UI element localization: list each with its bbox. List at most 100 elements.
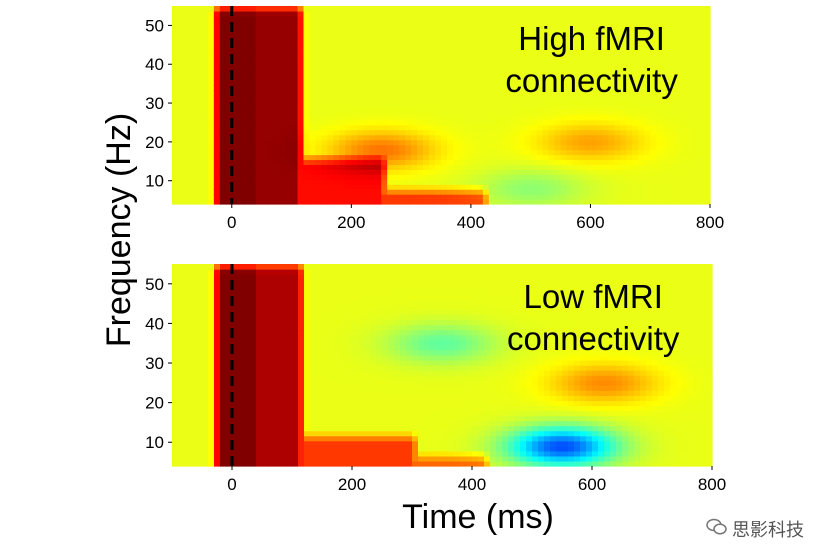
heatmap-cell — [464, 100, 472, 106]
heatmap-cell — [692, 85, 699, 91]
heatmap-cell — [417, 169, 424, 175]
heatmap-cell — [650, 100, 657, 106]
heatmap-cell — [662, 139, 669, 146]
heatmap-cell — [297, 134, 305, 141]
heatmap-cell — [680, 105, 687, 111]
heatmap-cell — [399, 95, 406, 101]
heatmap-cell — [256, 380, 263, 386]
heatmap-cell — [393, 35, 400, 42]
heatmap-cell — [298, 450, 305, 457]
heatmap-cell — [172, 365, 179, 371]
heatmap-cell — [273, 90, 281, 96]
heatmap-cell — [315, 109, 323, 116]
heatmap-cell — [238, 405, 245, 412]
heatmap-cell — [446, 40, 454, 47]
heatmap-cell — [411, 30, 418, 37]
heatmap-cell — [446, 15, 454, 22]
heatmap-cell — [172, 149, 179, 156]
heatmap-cell — [351, 199, 358, 205]
heatmap-cell — [626, 85, 633, 91]
heatmap-cell — [542, 80, 550, 86]
heatmap-cell — [572, 95, 580, 101]
heatmap-cell — [273, 144, 281, 151]
heatmap-cell — [346, 455, 353, 462]
heatmap-cell — [620, 179, 627, 185]
heatmap-cell — [632, 114, 639, 121]
heatmap-cell — [184, 274, 191, 280]
heatmap-cell — [358, 400, 365, 406]
heatmap-cell — [524, 95, 532, 101]
heatmap-cell — [644, 194, 651, 200]
heatmap-cell — [632, 134, 639, 141]
heatmap-cell — [680, 134, 687, 141]
heatmap-cell — [446, 25, 454, 32]
heatmap-cell — [482, 70, 490, 76]
heatmap-cell — [351, 184, 358, 190]
heatmap-cell — [172, 159, 179, 165]
heatmap-cell — [704, 50, 711, 57]
heatmap-cell — [183, 179, 191, 185]
heatmap-cell — [351, 45, 358, 52]
heatmap-cell — [417, 20, 424, 27]
heatmap-cell — [256, 405, 263, 412]
heatmap-cell — [213, 100, 221, 106]
heatmap-cell — [315, 45, 323, 52]
heatmap-cell — [698, 159, 705, 165]
heatmap-cell — [578, 109, 586, 116]
heatmap-cell — [328, 435, 335, 442]
heatmap-cell — [632, 100, 639, 106]
heatmap-cell — [262, 359, 269, 366]
heatmap-cell — [303, 144, 311, 151]
heatmap-cell — [297, 179, 305, 185]
heatmap-cell — [470, 189, 478, 195]
heatmap-cell — [268, 309, 275, 316]
heatmap-cell — [572, 70, 580, 76]
heatmap-cell — [548, 20, 556, 27]
heatmap-cell — [213, 199, 221, 205]
heatmap-cell — [304, 400, 311, 406]
heatmap-cell — [345, 50, 352, 57]
heatmap-cell — [207, 75, 215, 81]
heatmap-cell — [315, 20, 323, 27]
heatmap-cell — [357, 159, 364, 165]
heatmap-cell — [303, 25, 311, 32]
heatmap-cell — [346, 309, 353, 316]
heatmap-cell — [262, 349, 269, 356]
heatmap-cell — [405, 105, 412, 111]
heatmap-cell — [267, 6, 275, 12]
heatmap-cell — [238, 269, 245, 275]
heatmap-cell — [292, 299, 299, 305]
heatmap-cell — [292, 445, 299, 452]
heatmap-cell — [435, 109, 442, 116]
heatmap-cell — [249, 10, 257, 17]
heatmap-cell — [506, 90, 514, 96]
heatmap-cell — [183, 60, 191, 66]
heatmap-cell — [219, 75, 227, 81]
heatmap-cell — [369, 70, 376, 76]
heatmap-cell — [298, 410, 305, 417]
heatmap-cell — [518, 179, 526, 185]
heatmap-cell — [674, 75, 681, 81]
heatmap-cell — [292, 455, 299, 462]
heatmap-cell — [524, 60, 532, 66]
heatmap-cell — [172, 184, 179, 190]
heatmap-cell — [446, 179, 454, 185]
heatmap-cell — [262, 425, 269, 432]
heatmap-cell — [399, 100, 406, 106]
heatmap-cell — [226, 460, 233, 467]
heatmap-cell — [596, 15, 603, 22]
heatmap-cell — [358, 349, 365, 356]
heatmap-cell — [626, 134, 633, 141]
heatmap-cell — [656, 114, 663, 121]
heatmap-cell — [370, 385, 377, 391]
heatmap-cell — [333, 189, 340, 195]
heatmap-cell — [656, 70, 663, 76]
heatmap-cell — [184, 344, 191, 351]
heatmap-cell — [608, 105, 615, 111]
heatmap-cell — [423, 134, 430, 141]
heatmap-cell — [650, 164, 657, 170]
heatmap-cell — [500, 30, 508, 37]
heatmap-cell — [297, 139, 305, 146]
heatmap-cell — [303, 90, 311, 96]
heatmap-cell — [285, 10, 293, 17]
